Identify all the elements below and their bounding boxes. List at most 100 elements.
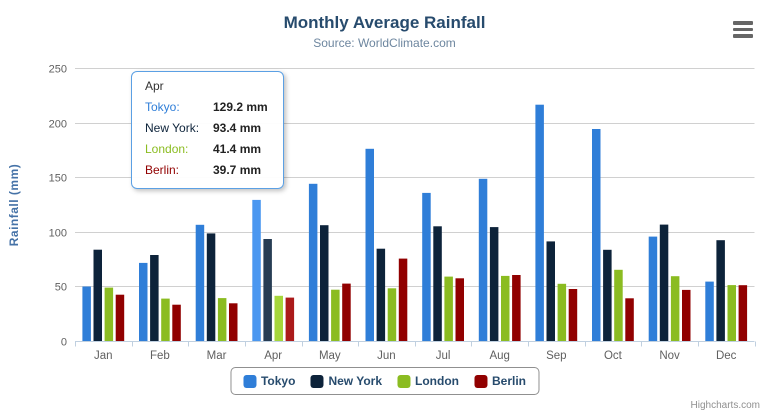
export-menu-button[interactable] — [733, 21, 753, 38]
legend-label: Berlin — [492, 374, 527, 388]
tooltip-series-name: London: — [145, 142, 189, 156]
bar-berlin-dec[interactable] — [738, 285, 748, 341]
legend-item-tokyo[interactable]: Tokyo — [242, 374, 296, 388]
bar-new-york-mar[interactable] — [206, 233, 216, 341]
hamburger-icon — [733, 34, 753, 38]
bar-tokyo-dec[interactable] — [705, 281, 714, 341]
bar-tokyo-jun[interactable] — [365, 148, 375, 341]
bar-berlin-jan[interactable] — [115, 294, 125, 341]
tooltip-series-value: 41.4 mm — [213, 142, 262, 156]
bar-london-jul[interactable] — [444, 276, 453, 341]
bar-new-york-feb[interactable] — [150, 255, 159, 341]
legend-label: Tokyo — [260, 374, 296, 388]
bar-london-feb[interactable] — [161, 298, 170, 341]
bar-new-york-sep[interactable] — [546, 241, 556, 341]
bar-berlin-aug[interactable] — [512, 275, 521, 341]
tooltip-series-value: 129.2 mm — [213, 100, 268, 114]
bar-london-apr[interactable] — [274, 295, 284, 341]
y-axis-tick-label: 0 — [61, 337, 67, 349]
legend-symbol-tokyo — [242, 374, 256, 388]
bar-new-york-oct[interactable] — [603, 249, 612, 341]
bar-berlin-jun[interactable] — [398, 258, 408, 341]
bar-tokyo-feb[interactable] — [139, 262, 148, 341]
bar-tokyo-may[interactable] — [308, 183, 318, 341]
credits-link[interactable]: Highcharts.com — [690, 400, 760, 411]
y-axis-tick-label: 50 — [55, 282, 67, 294]
bar-new-york-jan[interactable] — [93, 249, 103, 341]
legend-label: London — [415, 374, 459, 388]
bar-tokyo-mar[interactable] — [195, 224, 205, 341]
tooltip-rows: Tokyo: 129.2 mm New York: 93.4 mm London: 41.… — [145, 97, 273, 181]
bar-berlin-feb[interactable] — [172, 304, 181, 341]
bar-london-nov[interactable] — [670, 276, 680, 341]
hamburger-icon — [733, 27, 753, 31]
legend-item-new-york[interactable]: New York — [310, 374, 382, 388]
legend-label: New York — [328, 374, 383, 388]
bar-london-sep[interactable] — [557, 283, 567, 341]
legend: Tokyo New York London Berlin — [229, 367, 540, 395]
bar-berlin-mar[interactable] — [229, 303, 238, 341]
bar-new-york-nov[interactable] — [659, 224, 669, 341]
bar-london-jun[interactable] — [387, 288, 397, 341]
tooltip-series-value: 39.7 mm — [213, 163, 262, 177]
bar-london-may[interactable] — [331, 289, 340, 341]
bar-london-oct[interactable] — [614, 269, 623, 341]
bar-new-york-dec[interactable] — [716, 240, 725, 341]
bar-tokyo-oct[interactable] — [592, 129, 601, 341]
chart-title: Monthly Average Rainfall — [283, 13, 486, 32]
x-axis-category-label: Dec — [716, 350, 737, 362]
legend-symbol-berlin — [474, 374, 487, 388]
y-axis-tick-label: 150 — [49, 173, 67, 185]
bar-tokyo-nov[interactable] — [648, 236, 658, 341]
tooltip-header: Apr — [145, 79, 164, 93]
x-axis-category-label: Mar — [207, 350, 227, 362]
bar-tokyo-sep[interactable] — [535, 104, 544, 341]
tooltip-series-name: Tokyo: — [145, 100, 180, 114]
x-axis-category-label: Jan — [94, 350, 113, 362]
tooltip-series-name: Berlin: — [145, 163, 180, 177]
bar-tokyo-jul[interactable] — [422, 192, 431, 341]
x-axis-category-label: Jul — [436, 350, 451, 362]
legend-item-berlin[interactable]: Berlin — [474, 374, 526, 388]
bar-new-york-apr[interactable] — [263, 239, 272, 341]
bar-berlin-sep[interactable] — [568, 289, 578, 341]
x-axis-category-label: Apr — [264, 350, 282, 362]
tooltip-row-london: London: 41.4 mm — [145, 139, 273, 160]
bar-london-mar[interactable] — [217, 298, 227, 341]
bar-berlin-nov[interactable] — [682, 289, 691, 341]
y-axis-tick-label: 250 — [49, 64, 67, 76]
legend-item-london[interactable]: London — [397, 374, 459, 388]
x-axis-category-label: Aug — [489, 350, 509, 362]
chart-subtitle: Source: WorldClimate.com — [313, 36, 456, 50]
hamburger-icon — [733, 21, 753, 25]
bar-berlin-jul[interactable] — [455, 278, 465, 341]
bar-tokyo-aug[interactable] — [478, 178, 488, 341]
bar-new-york-aug[interactable] — [489, 227, 499, 341]
tooltip-row-tokyo: Tokyo: 129.2 mm — [145, 97, 273, 118]
bar-berlin-may[interactable] — [342, 283, 351, 341]
y-axis-tick-label: 200 — [49, 119, 67, 131]
bar-new-york-may[interactable] — [320, 225, 329, 341]
bar-tokyo-jan[interactable] — [82, 286, 91, 342]
tooltip-series-name: New York: — [145, 121, 200, 135]
bar-berlin-apr[interactable] — [285, 297, 295, 341]
y-axis-tick-label: 100 — [49, 228, 67, 240]
x-axis-category-label: May — [319, 350, 341, 362]
bar-berlin-oct[interactable] — [625, 298, 634, 341]
x-axis-category-label: Sep — [546, 350, 566, 362]
bar-london-dec[interactable] — [727, 285, 737, 341]
x-axis-category-label: Jun — [377, 350, 396, 362]
x-axis-category-label: Feb — [150, 350, 170, 362]
bar-london-aug[interactable] — [501, 275, 510, 341]
bar-new-york-jun[interactable] — [376, 248, 386, 341]
x-axis-category-label: Nov — [659, 350, 680, 362]
bar-new-york-jul[interactable] — [433, 226, 442, 341]
legend-symbol-london — [397, 374, 411, 388]
tooltip-row-berlin: Berlin: 39.7 mm — [145, 160, 273, 181]
bar-london-jan[interactable] — [104, 287, 114, 341]
legend-symbol-new-york — [310, 374, 324, 388]
x-axis-category-label: Oct — [604, 350, 623, 362]
bar-tokyo-apr[interactable] — [252, 199, 261, 341]
